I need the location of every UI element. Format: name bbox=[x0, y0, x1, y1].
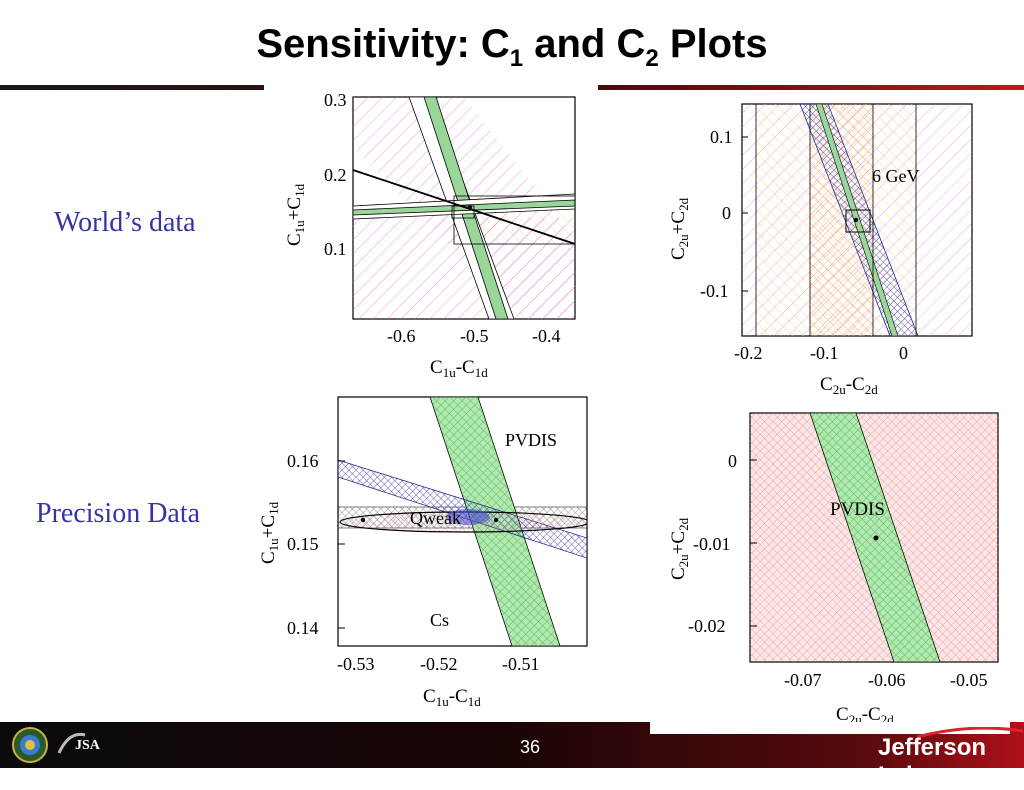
plot-c1-precision: PVDIS Qweak Cs 0.16 0.15 0.14 -0.53 -0.5… bbox=[258, 396, 588, 709]
precision-data-label: Precision Data bbox=[36, 498, 201, 529]
x-tick: -0.1 bbox=[810, 343, 839, 363]
y-tick: 0 bbox=[728, 451, 737, 471]
plot-c1-world: 0.3 0.2 0.1 -0.6 -0.5 -0.4 C1u-C1d C1u+C… bbox=[284, 90, 576, 380]
y-tick: -0.1 bbox=[700, 281, 729, 301]
annotation-6gev: 6 GeV bbox=[872, 166, 920, 186]
x-tick: -0.4 bbox=[532, 326, 561, 346]
x-axis-label: C1u-C1d bbox=[430, 357, 488, 380]
y-axis-label: C2u+C2d bbox=[668, 517, 691, 580]
x-tick: -0.05 bbox=[950, 670, 988, 690]
y-axis-label: C2u+C2d bbox=[668, 197, 691, 260]
plot-c2-world: 6 GeV 0.1 0 -0.1 -0.2 -0.1 0 C2u-C2d C2u… bbox=[668, 103, 973, 397]
y-axis-label: C1u+C1d bbox=[284, 183, 307, 246]
label-pvdis: PVDIS bbox=[830, 499, 885, 520]
x-tick: -0.52 bbox=[420, 654, 458, 674]
y-tick: 0.15 bbox=[287, 534, 319, 554]
x-tick: -0.06 bbox=[868, 670, 906, 690]
x-tick: -0.53 bbox=[337, 654, 375, 674]
slide-title: Sensitivity: C1 and C2 Plots bbox=[256, 22, 768, 72]
x-tick: -0.2 bbox=[734, 343, 763, 363]
page-number: 36 bbox=[519, 737, 541, 757]
label-pvdis: PVDIS bbox=[505, 430, 557, 450]
svg-text:JSA: JSA bbox=[75, 738, 101, 753]
x-axis-label: C2u-C2d bbox=[820, 374, 878, 397]
title-rule-gap bbox=[264, 85, 598, 90]
y-tick: 0.16 bbox=[287, 451, 319, 471]
x-tick: -0.5 bbox=[460, 326, 489, 346]
y-axis-label: C1u+C1d bbox=[258, 501, 281, 564]
plot-c2-precision: PVDIS 0 -0.01 -0.02 -0.07 -0.06 -0.05 C2… bbox=[650, 400, 1010, 734]
worlds-data-label: World’s data bbox=[54, 207, 196, 238]
doe-seal-icon bbox=[12, 727, 48, 763]
x-tick: -0.6 bbox=[387, 326, 416, 346]
y-tick: 0.2 bbox=[324, 165, 347, 185]
label-cs: Cs bbox=[430, 610, 449, 630]
x-tick: -0.51 bbox=[502, 654, 540, 674]
y-tick: 0.1 bbox=[710, 127, 733, 147]
label-qweak: Qweak bbox=[410, 508, 461, 528]
y-tick: -0.02 bbox=[688, 616, 726, 636]
jefferson-lab-logo: Jefferson Lab bbox=[878, 734, 987, 789]
y-tick: 0.3 bbox=[324, 90, 347, 110]
x-axis-label: C1u-C1d bbox=[423, 686, 481, 709]
x-tick: 0 bbox=[899, 343, 908, 363]
y-tick: 0 bbox=[722, 203, 731, 223]
x-tick: -0.07 bbox=[784, 670, 822, 690]
y-tick: 0.1 bbox=[324, 239, 347, 259]
jefferson-lab-swoosh-icon bbox=[916, 727, 1024, 739]
jsa-logo-icon: JSA bbox=[57, 732, 101, 754]
y-tick: -0.01 bbox=[693, 534, 731, 554]
y-tick: 0.14 bbox=[287, 618, 319, 638]
footer-gap bbox=[650, 722, 1010, 734]
